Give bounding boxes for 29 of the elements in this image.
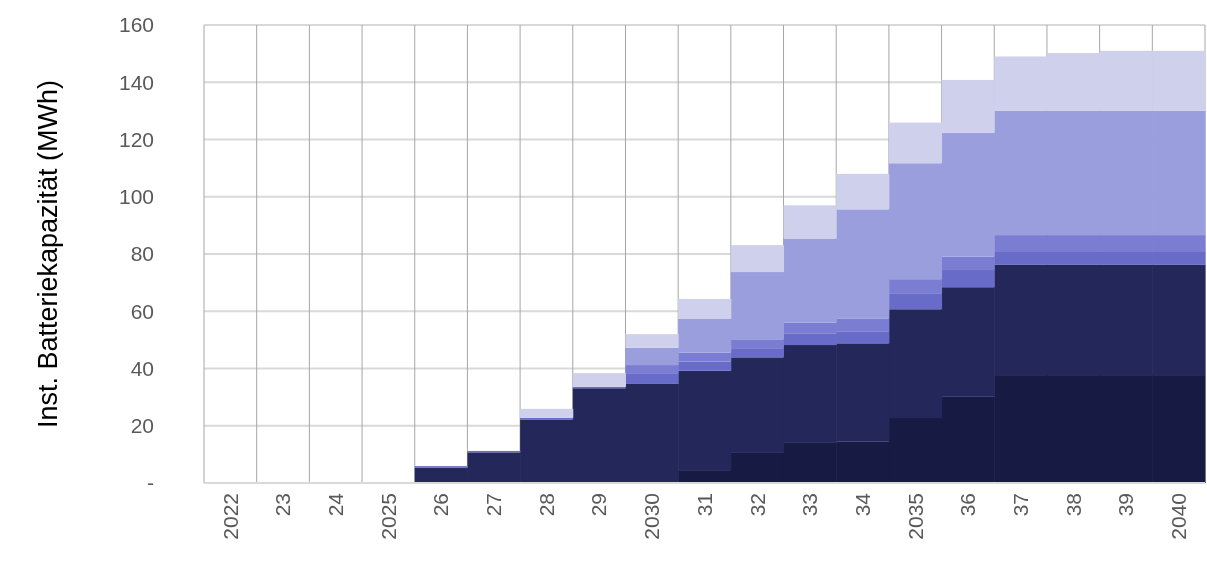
x-tick-label: 2035 [903, 493, 927, 540]
x-tick-label: 38 [1061, 493, 1085, 517]
y-tick-label: 100 [118, 185, 154, 209]
y-tick-label: 120 [118, 127, 154, 151]
x-tick-label: 2022 [218, 493, 242, 540]
x-tick-label: 29 [587, 493, 611, 517]
y-tick-label: 20 [130, 414, 154, 438]
x-tick-label: 2030 [640, 493, 664, 540]
x-tick-label: 24 [324, 492, 348, 517]
y-tick-label: - [147, 471, 154, 495]
x-tick-label: 33 [798, 493, 822, 517]
x-tick-label: 2040 [1167, 493, 1191, 540]
y-tick-label: 80 [130, 242, 154, 266]
x-tick-label: 32 [745, 493, 769, 517]
x-tick-label: 27 [482, 493, 506, 517]
y-tick-label: 160 [118, 13, 154, 37]
x-tick-label: 2025 [376, 493, 400, 540]
x-tick-label: 26 [429, 493, 453, 517]
x-tick-label: 34 [850, 492, 874, 517]
y-tick-label: 60 [130, 299, 154, 323]
x-tick-label: 36 [956, 493, 980, 517]
x-tick-label: 28 [534, 493, 558, 517]
x-tick-label: 39 [1114, 493, 1138, 517]
x-tick-label: 23 [271, 493, 295, 517]
y-tick-label: 40 [130, 356, 154, 380]
y-tick-label: 140 [118, 70, 154, 94]
x-tick-label: 37 [1008, 493, 1032, 517]
y-axis-title: Inst. Batteriekapazität (MWh) [33, 79, 64, 429]
x-tick-label: 31 [692, 493, 716, 517]
